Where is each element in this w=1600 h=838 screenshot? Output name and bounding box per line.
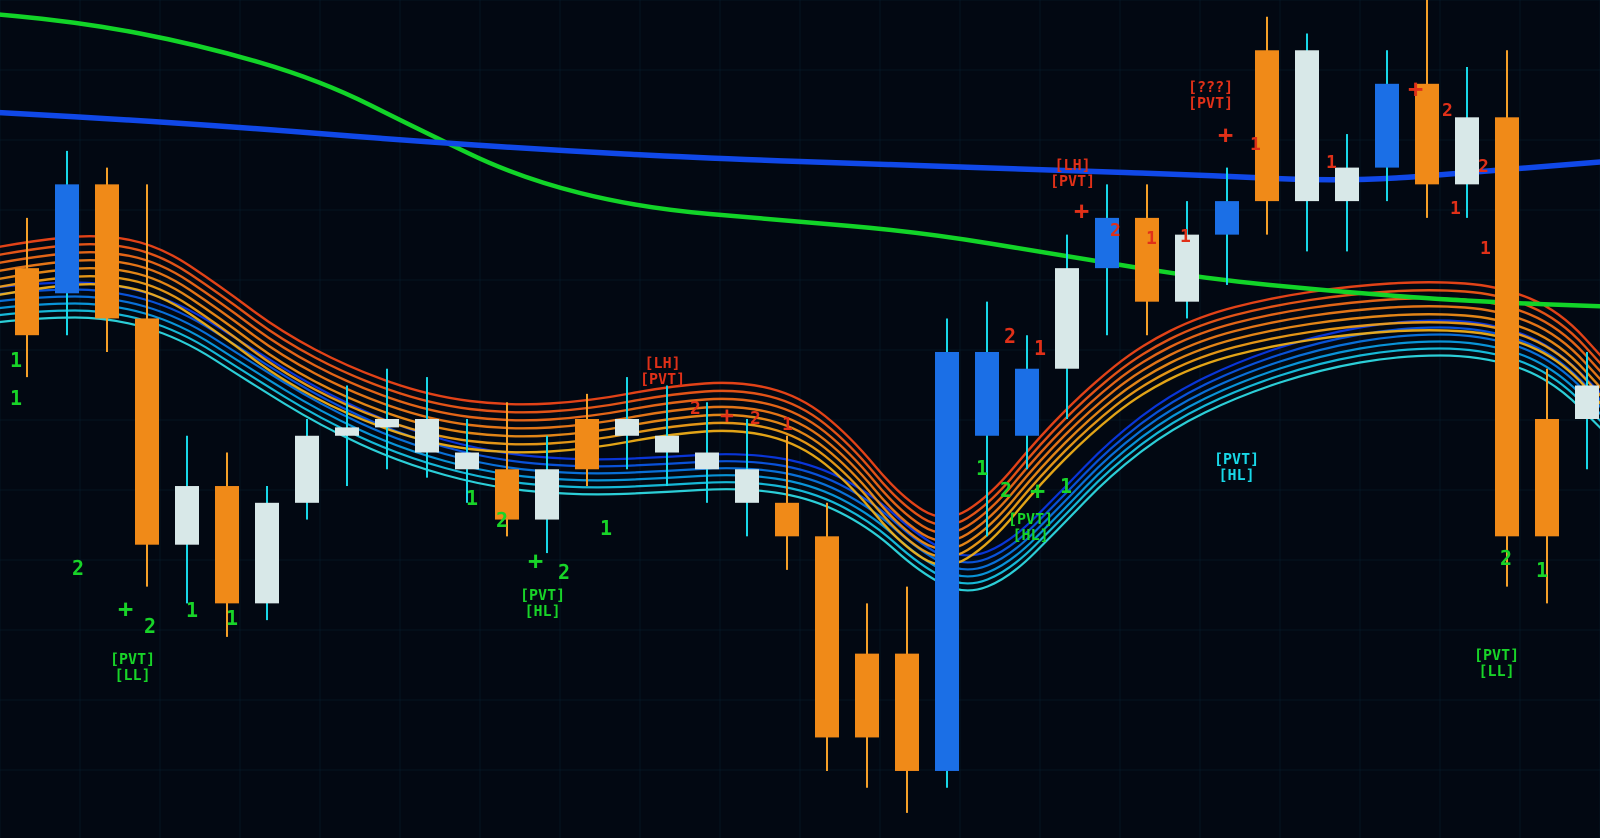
- candles: [15, 0, 1599, 813]
- chart-svg: [0, 0, 1600, 838]
- candlestick-chart[interactable]: 112+2[PVT][LL]1112+2[PVT][HL]1[LH][PVT]2…: [0, 0, 1600, 838]
